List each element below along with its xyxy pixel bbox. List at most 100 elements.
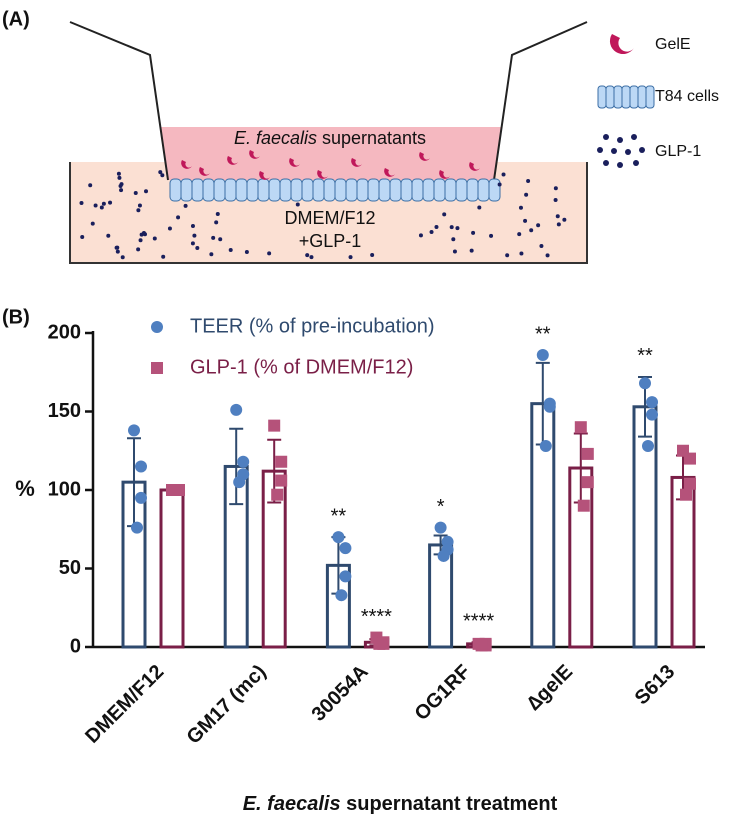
glp-dot xyxy=(137,203,142,208)
glp-dot xyxy=(518,205,523,210)
gele xyxy=(351,158,362,167)
data-point xyxy=(233,476,246,489)
data-point xyxy=(543,400,556,413)
cell xyxy=(191,178,204,202)
glp-dot xyxy=(90,221,95,226)
gele xyxy=(249,150,260,159)
cell xyxy=(301,178,314,202)
gele-marks xyxy=(181,150,480,180)
data-point xyxy=(135,460,147,473)
glp-dot xyxy=(161,254,166,259)
cell xyxy=(312,178,325,202)
cell xyxy=(279,178,292,202)
glp-dot xyxy=(80,235,85,240)
glp-dot xyxy=(348,255,353,260)
glp-dot xyxy=(469,248,474,253)
cell xyxy=(257,178,270,202)
y-tick-label: 0 xyxy=(70,635,81,657)
cell xyxy=(213,178,226,202)
data-point xyxy=(434,521,447,534)
cell xyxy=(645,85,655,109)
glp-dot xyxy=(434,224,439,229)
glp-dot xyxy=(556,222,561,227)
glp-dot xyxy=(631,134,637,140)
glp-dot xyxy=(617,162,623,168)
cell xyxy=(466,178,479,202)
x-tick-label: ∆gelE xyxy=(523,661,577,715)
cell-icon xyxy=(597,85,655,109)
gele xyxy=(384,168,395,177)
cell xyxy=(345,178,358,202)
glp-dot xyxy=(309,255,314,260)
glp-dot xyxy=(562,217,567,222)
gele-icon xyxy=(609,34,634,55)
cell xyxy=(202,178,215,202)
glp-dot xyxy=(455,226,460,231)
diagram-legend: GelE T84 cells GLP-1 xyxy=(597,34,719,168)
cell xyxy=(637,85,647,109)
glp-dot xyxy=(158,170,163,175)
glp-dot xyxy=(633,160,639,166)
glp-dot xyxy=(295,202,300,207)
data-point xyxy=(581,447,594,460)
cell xyxy=(367,178,380,202)
data-point xyxy=(577,499,590,512)
significance: ** xyxy=(331,505,347,527)
glp-dot xyxy=(244,250,249,255)
gele xyxy=(199,167,210,176)
glp-dot xyxy=(93,203,98,208)
glp-dot xyxy=(176,215,181,220)
glp-dot xyxy=(370,252,375,257)
data-point xyxy=(128,424,140,437)
glp-dot xyxy=(119,188,124,193)
title-italic: E. faecalis xyxy=(243,793,341,815)
glp-dot xyxy=(215,211,220,216)
glp-dot xyxy=(501,172,506,177)
x-tick-label: S613 xyxy=(631,661,680,710)
glp-dot xyxy=(209,252,214,257)
significance: ** xyxy=(637,345,653,367)
panel-label: (A) xyxy=(2,8,30,30)
data-point xyxy=(332,531,345,544)
glp-dot xyxy=(136,247,141,252)
glp-dot xyxy=(214,220,219,225)
glp-dot xyxy=(553,186,558,191)
legend-text: GelE xyxy=(655,36,691,53)
cell xyxy=(605,85,615,109)
glp-dot xyxy=(529,228,534,233)
significance: ** xyxy=(535,323,551,345)
glp-dot xyxy=(505,253,510,258)
supernatant xyxy=(160,127,502,180)
cell xyxy=(444,178,457,202)
data-point xyxy=(536,348,549,361)
glp-dot xyxy=(120,255,125,260)
cell xyxy=(621,85,631,109)
significance: **** xyxy=(463,611,494,633)
glp-dot xyxy=(497,182,502,187)
glp-dot xyxy=(211,235,216,240)
glp-dot xyxy=(133,190,138,195)
data-point xyxy=(275,474,288,487)
x-axis-title: E. faecalis supernatant treatment xyxy=(243,793,558,815)
glp-dot xyxy=(192,233,197,238)
glp-dot xyxy=(190,241,195,246)
glp-dot xyxy=(99,205,104,210)
y-tick-label: 100 xyxy=(48,478,81,500)
data-point xyxy=(230,403,243,416)
glp-dot xyxy=(141,230,146,235)
glp-dots xyxy=(79,170,567,260)
bar xyxy=(670,475,696,649)
title-rest: supernatant treatment xyxy=(341,793,558,815)
data-point xyxy=(475,639,488,652)
glp-dot xyxy=(429,230,434,235)
glp-dot xyxy=(101,201,106,206)
glp-dot xyxy=(517,232,522,237)
glp-dot xyxy=(603,134,609,140)
glp-dot xyxy=(115,249,120,254)
glp-dot xyxy=(114,245,119,250)
legend-marker xyxy=(151,362,163,374)
glp-dot xyxy=(471,230,476,235)
glp-dot xyxy=(523,218,528,223)
cell xyxy=(422,178,435,202)
